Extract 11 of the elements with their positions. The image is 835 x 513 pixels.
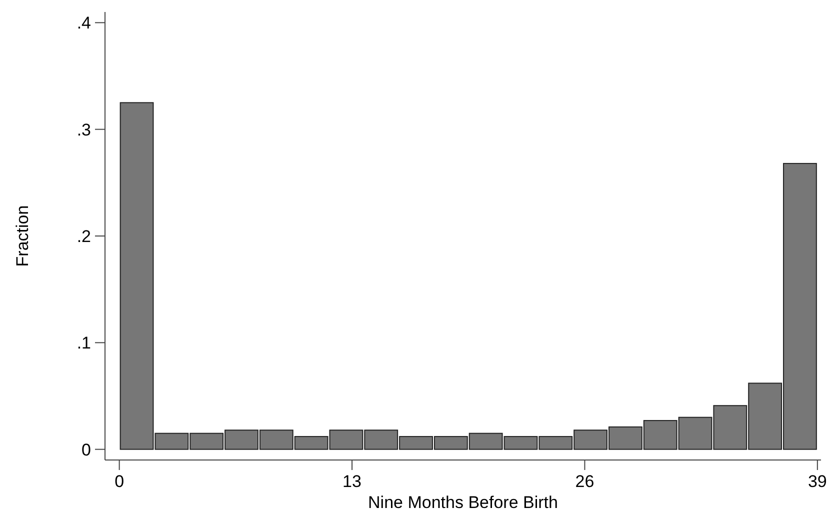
y-tick-label: .3 xyxy=(76,120,91,140)
x-tick-label: 26 xyxy=(575,472,594,491)
x-tick-label: 0 xyxy=(114,472,124,491)
y-tick-label: 0 xyxy=(82,440,91,460)
y-tick-label: .2 xyxy=(76,226,91,246)
x-tick-label: 39 xyxy=(808,472,827,491)
x-tick-label: 13 xyxy=(342,472,362,491)
x-axis-title: Nine Months Before Birth xyxy=(368,493,558,512)
y-tick-label: .1 xyxy=(76,334,91,353)
y-tick-label: .4 xyxy=(76,14,91,33)
y-axis-title: Fraction xyxy=(13,205,32,267)
